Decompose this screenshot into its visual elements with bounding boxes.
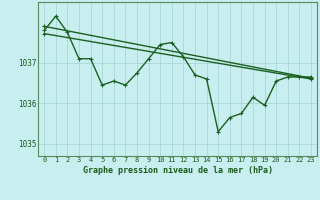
X-axis label: Graphe pression niveau de la mer (hPa): Graphe pression niveau de la mer (hPa) — [83, 166, 273, 175]
